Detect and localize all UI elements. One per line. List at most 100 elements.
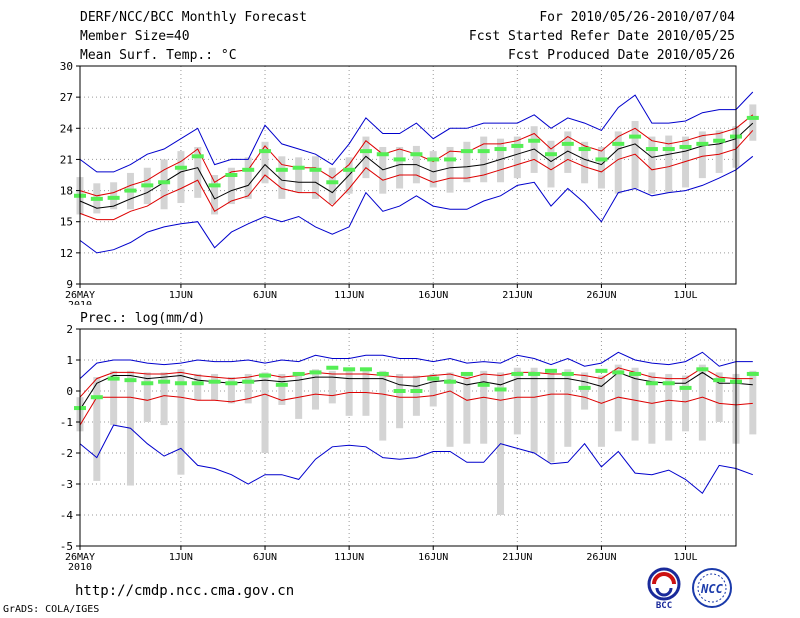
temp-xtick-label: 1JUN <box>169 290 193 301</box>
prec-obs-day-19 <box>376 371 389 376</box>
prec-box-day-30 <box>564 369 572 447</box>
prec-xtick-year: 2010 <box>68 562 92 570</box>
prec-obs-day-24 <box>460 371 473 376</box>
prec-box-day-35 <box>648 372 656 444</box>
temp-obs-day-31 <box>578 147 591 152</box>
temp-ytick-label: 30 <box>60 60 73 73</box>
prec-obs-day-38 <box>696 367 709 372</box>
precip-variable-label: Prec.: log(mm/d) <box>80 311 206 326</box>
prec-ytick-label: -3 <box>60 478 73 491</box>
temp-obs-day-19 <box>376 152 389 157</box>
ncc-logo: NCC <box>692 568 732 608</box>
temp-lower-line <box>79 130 754 221</box>
temp-box-day-7 <box>177 151 185 204</box>
prec-box-day-28 <box>530 367 538 453</box>
temp-obs-day-5 <box>141 183 154 188</box>
prec-min-line <box>79 424 753 495</box>
temp-box-day-11 <box>244 157 252 199</box>
temp-obs-day-20 <box>393 157 406 162</box>
temp-obs-day-11 <box>242 167 255 172</box>
temp-xtick-year: 2010 <box>68 300 92 305</box>
prec-obs-day-3 <box>107 376 120 381</box>
temp-obs-day-2 <box>90 196 103 201</box>
prec-box-day-24 <box>463 373 471 444</box>
temp-box-day-39 <box>715 130 723 173</box>
grads-credit: GrADS: COLA/IGES <box>3 604 100 615</box>
prec-max-line <box>79 351 753 379</box>
temp-mean-line <box>79 122 754 209</box>
temp-obs-day-24 <box>460 149 473 154</box>
prec-box-day-33 <box>614 364 622 432</box>
prec-box-day-2 <box>93 377 101 481</box>
prec-xtick-label: 21JUN <box>502 552 532 563</box>
temp-xtick-label: 21JUN <box>502 290 532 301</box>
prec-box-day-37 <box>682 375 690 432</box>
temp-ytick-label: 27 <box>60 91 73 104</box>
temp-xtick-label: 26MAY <box>65 290 95 301</box>
prec-ytick-label: -2 <box>60 447 73 460</box>
prec-obs-day-6 <box>158 379 171 384</box>
prec-box-day-41 <box>749 370 757 435</box>
prec-ytick-label: -1 <box>60 416 73 429</box>
temp-box-day-8 <box>194 146 202 198</box>
prec-obs-day-32 <box>595 368 608 373</box>
prec-ytick-label: 1 <box>66 354 73 367</box>
prec-box-day-14 <box>295 373 303 419</box>
prec-box-day-13 <box>278 373 286 405</box>
temp-box-day-32 <box>597 146 605 189</box>
prec-box-day-22 <box>429 373 437 407</box>
prec-box-day-12 <box>261 372 269 453</box>
prec-lower-line <box>79 390 753 426</box>
temp-obs-day-29 <box>544 152 557 157</box>
temp-box-day-37 <box>682 136 690 188</box>
prec-box-day-20 <box>396 373 404 429</box>
temp-obs-day-4 <box>124 188 137 193</box>
temp-box-day-9 <box>211 175 219 215</box>
temp-box-day-26 <box>497 138 505 183</box>
temp-ytick-label: 15 <box>60 216 73 229</box>
prec-obs-day-39 <box>713 378 726 383</box>
temp-obs-day-32 <box>595 157 608 162</box>
prec-box-day-19 <box>379 370 387 441</box>
temp-xtick-label: 16JUN <box>418 290 448 301</box>
temp-box-day-14 <box>295 157 303 193</box>
temp-obs-day-3 <box>107 195 120 200</box>
prec-obs-day-37 <box>679 385 692 390</box>
temp-obs-day-6 <box>158 180 171 185</box>
temp-min-line <box>79 155 754 254</box>
temp-xtick-label: 6JUN <box>253 290 277 301</box>
temp-obs-day-27 <box>511 143 524 148</box>
temp-box-day-3 <box>110 182 118 210</box>
prec-box-day-21 <box>412 375 420 416</box>
temp-obs-day-34 <box>629 134 642 139</box>
prec-obs-day-21 <box>410 389 423 393</box>
prec-box-day-9 <box>211 373 219 401</box>
temp-obs-day-39 <box>713 138 726 143</box>
prec-obs-day-5 <box>141 381 154 386</box>
prec-obs-day-17 <box>343 367 356 372</box>
temp-box-day-12 <box>261 141 269 184</box>
temp-obs-day-10 <box>225 173 238 177</box>
source-url[interactable]: http://cmdp.ncc.cma.gov.cn <box>75 583 295 599</box>
prec-box-day-39 <box>715 372 723 422</box>
temp-ytick-label: 24 <box>60 122 74 135</box>
temp-max-line <box>79 91 754 173</box>
temp-obs-day-14 <box>292 165 305 170</box>
temp-obs-day-13 <box>275 167 288 172</box>
temp-obs-day-28 <box>528 138 541 143</box>
prec-xtick-label: 1JUN <box>169 552 193 563</box>
prec-obs-day-13 <box>275 382 288 387</box>
temp-obs-day-9 <box>208 183 221 188</box>
bcc-logo: BCC <box>647 567 681 610</box>
temp-box-day-27 <box>513 136 521 179</box>
temp-xtick-label: 26JUN <box>586 290 616 301</box>
prec-xtick-label: 11JUN <box>334 552 364 563</box>
chart-title: DERF/NCC/BCC Monthly Forecast <box>80 10 307 25</box>
prec-frame <box>79 328 737 547</box>
variable-label: Mean Surf. Temp.: °C <box>80 48 237 63</box>
prec-xtick-label: 6JUN <box>253 552 277 563</box>
prec-obs-day-9 <box>208 379 221 384</box>
temp-box-day-36 <box>665 135 673 193</box>
prec-box-day-34 <box>631 367 639 441</box>
temp-box-day-24 <box>463 141 471 183</box>
